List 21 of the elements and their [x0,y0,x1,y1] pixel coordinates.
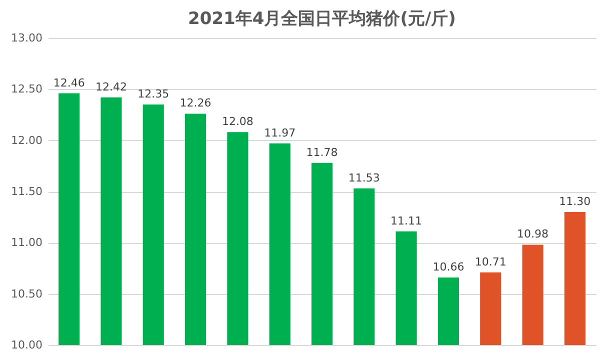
y-tick-label: 12.50 [11,82,42,96]
y-tick-label: 11.00 [11,236,42,250]
data-label: 12.26 [180,96,212,110]
data-label: 11.97 [264,126,296,140]
chart-title: 2021年4月全国日平均猪价(元/斤) [188,9,456,29]
data-label: 12.35 [138,88,170,101]
y-tick-label: 13.00 [11,32,42,44]
data-label: 11.78 [306,146,338,159]
y-tick-label: 10.50 [11,287,42,300]
data-label: 11.53 [348,171,380,184]
data-label: 12.46 [53,76,85,90]
data-label: 12.42 [95,80,127,94]
data-label: 10.98 [517,228,549,241]
data-label: 11.11 [390,214,422,228]
y-tick-label: 10.00 [11,338,42,352]
data-label: 10.66 [432,260,464,274]
data-label: 11.30 [559,194,591,208]
data-label: 12.08 [222,115,254,128]
y-tick-label: 12.00 [11,134,42,147]
y-tick-label: 11.50 [11,185,42,198]
data-label: 10.71 [474,255,506,268]
